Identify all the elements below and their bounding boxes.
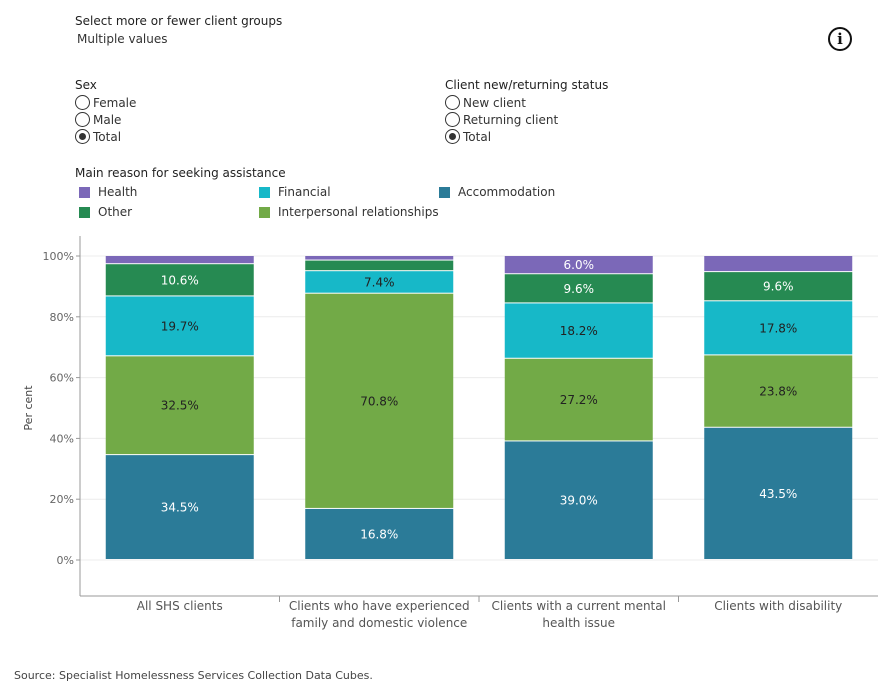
y-tick-label: 40% bbox=[50, 432, 74, 445]
sex-option-label: Total bbox=[93, 129, 122, 144]
bar-segment bbox=[704, 427, 853, 559]
legend-swatch bbox=[439, 186, 450, 198]
bar-segment bbox=[504, 441, 653, 559]
y-axis-label: Per cent bbox=[22, 385, 35, 431]
data-label: 9.6% bbox=[564, 282, 595, 296]
radio-circle[interactable] bbox=[445, 112, 460, 127]
data-label: 7.4% bbox=[364, 275, 395, 289]
status-option-label: New client bbox=[463, 95, 526, 110]
bar-segment bbox=[504, 303, 653, 358]
radio-circle[interactable] bbox=[75, 95, 90, 110]
data-label: 34.5% bbox=[161, 501, 199, 515]
status-option-returning[interactable]: Returning client bbox=[445, 111, 608, 128]
data-label: 39.0% bbox=[560, 494, 598, 508]
data-label: 18.2% bbox=[560, 324, 598, 338]
data-label: 10.6% bbox=[161, 273, 199, 287]
bar-segment bbox=[305, 508, 454, 559]
info-icon[interactable]: i bbox=[828, 27, 852, 51]
legend-item-financial[interactable]: Financial bbox=[259, 185, 331, 199]
legend-label: Financial bbox=[278, 185, 331, 199]
sex-option-male[interactable]: Male bbox=[75, 111, 136, 128]
x-category-label: family and domestic violence bbox=[291, 616, 467, 630]
y-tick-label: 100% bbox=[43, 250, 74, 263]
legend-item-accommodation[interactable]: Accommodation bbox=[439, 185, 555, 199]
legend-swatch bbox=[79, 186, 90, 198]
data-label: 43.5% bbox=[759, 487, 797, 501]
legend-label: Interpersonal relationships bbox=[278, 205, 439, 219]
status-filter-title: Client new/returning status bbox=[445, 78, 609, 92]
bar-segment bbox=[704, 272, 853, 301]
sex-option-total[interactable]: Total bbox=[75, 128, 136, 145]
y-tick-label: 60% bbox=[50, 372, 74, 385]
radio-circle[interactable] bbox=[445, 95, 460, 110]
x-category-label: Clients with a current mental bbox=[492, 599, 666, 613]
legend-label: Accommodation bbox=[458, 185, 556, 199]
data-label: 27.2% bbox=[560, 393, 598, 407]
data-label: 17.8% bbox=[759, 321, 797, 335]
data-label: 23.8% bbox=[759, 385, 797, 399]
bar-segment bbox=[305, 293, 454, 508]
status-option-total[interactable]: Total bbox=[445, 128, 608, 145]
bar-segment bbox=[504, 358, 653, 441]
bar-segment bbox=[105, 256, 254, 264]
data-label: 6.0% bbox=[564, 258, 595, 272]
radio-circle[interactable] bbox=[75, 129, 90, 144]
sex-filter: Sex Female Male Total bbox=[75, 78, 136, 145]
radio-circle[interactable] bbox=[75, 112, 90, 127]
bar-segment bbox=[504, 256, 653, 274]
legend-swatch bbox=[79, 206, 90, 218]
sex-option-female[interactable]: Female bbox=[75, 94, 136, 111]
y-tick-label: 20% bbox=[50, 493, 74, 506]
legend-swatch bbox=[259, 206, 270, 218]
bar-segment bbox=[105, 296, 254, 356]
bar-segment bbox=[305, 256, 454, 260]
legend-item-other[interactable]: Other bbox=[79, 205, 132, 219]
bar-segment bbox=[704, 256, 853, 272]
legend-label: Health bbox=[98, 185, 138, 199]
legend-label: Other bbox=[98, 205, 133, 219]
bar-segment bbox=[105, 455, 254, 559]
sex-option-label: Female bbox=[93, 95, 137, 110]
status-option-label: Total bbox=[463, 129, 492, 144]
status-filter: Client new/returning status New client R… bbox=[445, 78, 608, 145]
data-label: 19.7% bbox=[161, 319, 199, 333]
bar-segment bbox=[704, 355, 853, 427]
sex-option-label: Male bbox=[93, 112, 122, 127]
legend-title: Main reason for seeking assistance bbox=[75, 166, 286, 180]
bar-segment bbox=[704, 301, 853, 355]
radio-circle[interactable] bbox=[445, 129, 460, 144]
bar-segment bbox=[105, 356, 254, 455]
data-label: 16.8% bbox=[360, 527, 398, 541]
legend-item-interpersonal[interactable]: Interpersonal relationships bbox=[259, 205, 439, 219]
bar-segment bbox=[305, 260, 454, 271]
sex-filter-title: Sex bbox=[75, 78, 97, 92]
y-tick-label: 80% bbox=[50, 311, 74, 324]
legend-swatch bbox=[259, 186, 270, 198]
data-label: 32.5% bbox=[161, 399, 199, 413]
bar-segment bbox=[504, 274, 653, 303]
x-category-label: All SHS clients bbox=[137, 599, 223, 613]
status-option-label: Returning client bbox=[463, 112, 559, 127]
status-option-new[interactable]: New client bbox=[445, 94, 608, 111]
data-label: 70.8% bbox=[360, 394, 398, 408]
bar-segment bbox=[105, 264, 254, 296]
source-note: Source: Specialist Homelessness Services… bbox=[14, 669, 373, 682]
client-groups-filter-value[interactable]: Multiple values bbox=[77, 32, 168, 46]
y-tick-label: 0% bbox=[57, 554, 74, 567]
bar-segment bbox=[305, 271, 454, 293]
x-category-label: Clients with disability bbox=[714, 599, 842, 613]
data-label: 9.6% bbox=[763, 280, 794, 294]
x-category-label: Clients who have experienced bbox=[289, 599, 470, 613]
x-category-label: health issue bbox=[542, 616, 615, 630]
client-groups-filter-title: Select more or fewer client groups bbox=[75, 14, 283, 28]
legend-item-health[interactable]: Health bbox=[79, 185, 137, 199]
